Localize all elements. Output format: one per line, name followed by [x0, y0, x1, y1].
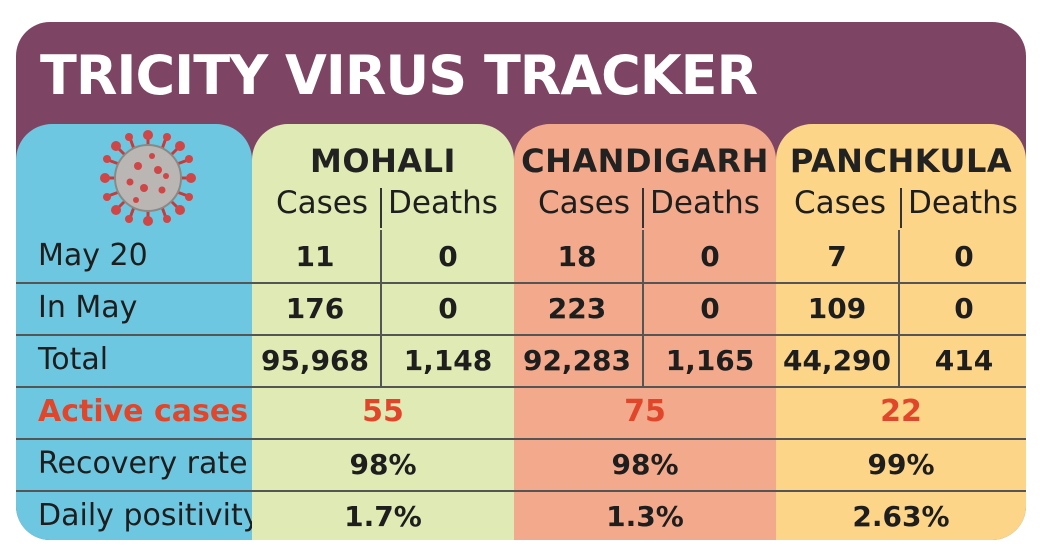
may20-deaths: 0	[954, 240, 974, 273]
mohali-panel: MOHALI Cases Deaths 11 0 176 0 95,968 1,…	[252, 124, 514, 540]
may20-cases: 7	[827, 240, 847, 273]
row-divider	[16, 490, 1026, 492]
daily-positivity-value: 2.63%	[852, 500, 950, 533]
in-may-cases: 109	[807, 292, 867, 325]
row-label-panel: May 20 In May Total Active cases Recover…	[16, 124, 261, 540]
column-divider	[380, 230, 382, 386]
cases-header: Cases	[276, 185, 369, 221]
chandigarh-panel: CHANDIGARH Cases Deaths 18 0 223 0 92,28…	[514, 124, 776, 540]
deaths-header: Deaths	[650, 185, 760, 221]
coronavirus-icon	[100, 130, 196, 226]
cases-header: Cases	[538, 185, 631, 221]
row-divider	[16, 386, 1026, 388]
row-label-active-cases: Active cases	[38, 394, 249, 429]
column-divider	[898, 230, 900, 386]
in-may-cases: 176	[285, 292, 345, 325]
tracker-card: TRICITY VIRUS TRACKER	[16, 22, 1026, 540]
recovery-rate-value: 98%	[349, 448, 417, 481]
active-cases-value: 75	[624, 394, 666, 429]
row-divider	[16, 438, 1026, 440]
page-title: TRICITY VIRUS TRACKER	[40, 44, 758, 107]
column-divider	[642, 230, 644, 386]
header-divider	[900, 188, 902, 228]
header-divider	[642, 188, 644, 228]
row-label-daily-positivity: Daily positivity	[38, 498, 261, 533]
daily-positivity-value: 1.3%	[606, 500, 684, 533]
total-deaths: 414	[934, 344, 994, 377]
recovery-rate-value: 98%	[611, 448, 679, 481]
deaths-header: Deaths	[388, 185, 498, 221]
active-cases-value: 22	[880, 394, 922, 429]
recovery-rate-value: 99%	[867, 448, 935, 481]
may20-cases: 18	[557, 240, 597, 273]
in-may-deaths: 0	[438, 292, 458, 325]
in-may-deaths: 0	[700, 292, 720, 325]
row-label-recovery-rate: Recovery rate	[38, 446, 248, 481]
row-label-total: Total	[38, 342, 109, 377]
may20-cases: 11	[295, 240, 335, 273]
city-name-mohali: MOHALI	[310, 142, 456, 180]
row-divider	[16, 334, 1026, 336]
may20-deaths: 0	[438, 240, 458, 273]
total-deaths: 1,148	[403, 344, 493, 377]
in-may-cases: 223	[547, 292, 607, 325]
city-name-chandigarh: CHANDIGARH	[521, 142, 769, 180]
total-cases: 92,283	[522, 344, 632, 377]
cases-header: Cases	[794, 185, 887, 221]
row-divider	[16, 282, 1026, 284]
may20-deaths: 0	[700, 240, 720, 273]
row-label-may20: May 20	[38, 238, 148, 273]
row-label-in-may: In May	[38, 290, 138, 325]
city-name-panchkula: PANCHKULA	[789, 142, 1013, 180]
total-deaths: 1,165	[665, 344, 755, 377]
header-divider	[380, 188, 382, 228]
total-cases: 44,290	[782, 344, 892, 377]
panchkula-panel: PANCHKULA Cases Deaths 7 0 109 0 44,290 …	[776, 124, 1026, 540]
daily-positivity-value: 1.7%	[344, 500, 422, 533]
in-may-deaths: 0	[954, 292, 974, 325]
total-cases: 95,968	[260, 344, 370, 377]
deaths-header: Deaths	[908, 185, 1018, 221]
active-cases-value: 55	[362, 394, 404, 429]
